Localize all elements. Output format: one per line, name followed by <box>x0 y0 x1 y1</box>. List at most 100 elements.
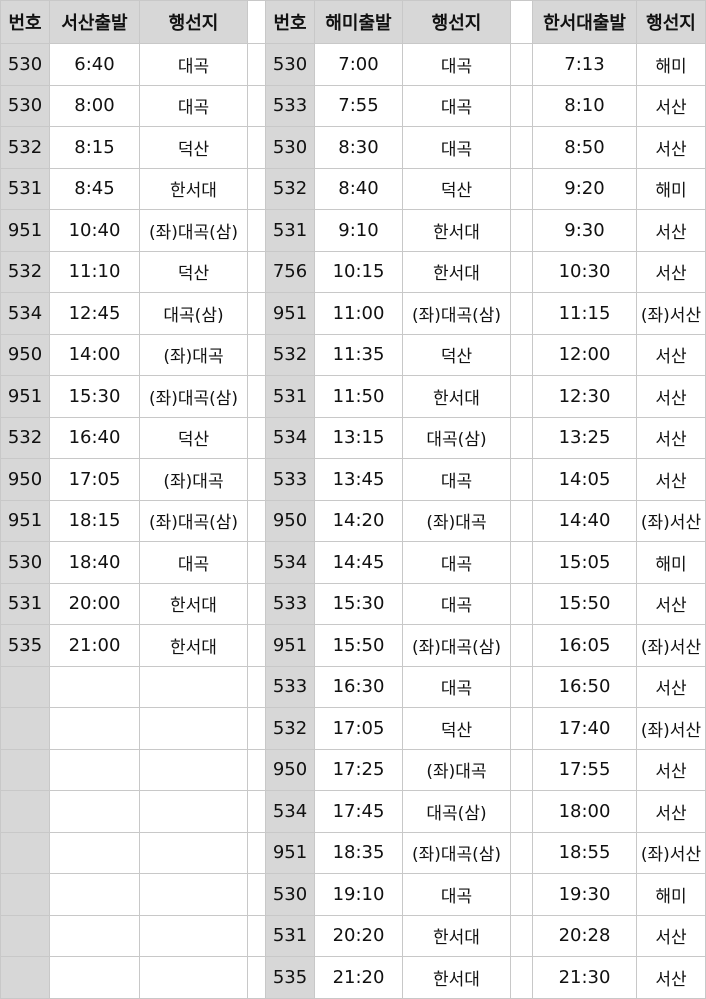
column-gap <box>247 624 266 667</box>
right-destination: 해미 <box>636 167 706 210</box>
left-destination: 덕산 <box>139 416 248 459</box>
hanseo-departure-time: 17:55 <box>532 748 637 791</box>
left-destination: (좌)대곡 <box>139 458 248 501</box>
table-row: 532 17:05 덕산 17:40 (좌)서산 <box>0 707 706 750</box>
right-destination: 서산 <box>636 126 706 169</box>
column-gap <box>510 582 533 625</box>
left-route-number <box>0 790 50 833</box>
mid-destination: 대곡 <box>402 541 511 584</box>
seosan-departure-time <box>49 956 140 999</box>
table-row: 533 16:30 대곡 16:50 서산 <box>0 665 706 708</box>
hanseo-departure-time: 11:15 <box>532 292 637 335</box>
haemi-departure-time: 17:45 <box>314 790 403 833</box>
haemi-departure-time: 11:50 <box>314 375 403 418</box>
table-row: 535 21:00 한서대 951 15:50 (좌)대곡(삼) 16:05 (좌)서산 <box>0 624 706 667</box>
hanseo-departure-time: 17:40 <box>532 707 637 750</box>
column-gap <box>510 84 533 127</box>
table-row: 530 6:40 대곡 530 7:00 대곡 7:13 해미 <box>0 43 706 86</box>
right-destination: 서산 <box>636 250 706 293</box>
right-destination: 해미 <box>636 541 706 584</box>
right-destination: 서산 <box>636 748 706 791</box>
mid-destination: 한서대 <box>402 375 511 418</box>
column-gap <box>510 209 533 252</box>
seosan-departure-time <box>49 790 140 833</box>
haemi-departure-time: 7:55 <box>314 84 403 127</box>
haemi-departure-time: 11:35 <box>314 333 403 376</box>
right-destination: (좌)서산 <box>636 624 706 667</box>
hanseo-departure-time: 21:30 <box>532 956 637 999</box>
left-destination: 덕산 <box>139 126 248 169</box>
mid-route-number: 530 <box>265 873 315 916</box>
column-gap <box>510 250 533 293</box>
mid-route-number: 530 <box>265 43 315 86</box>
hanseo-departure-time: 9:30 <box>532 209 637 252</box>
right-destination: 해미 <box>636 873 706 916</box>
table-row: 950 17:25 (좌)대곡 17:55 서산 <box>0 748 706 791</box>
mid-route-number: 950 <box>265 499 315 542</box>
left-destination <box>139 748 248 791</box>
left-route-number: 951 <box>0 499 50 542</box>
mid-route-number: 531 <box>265 209 315 252</box>
column-gap <box>247 43 266 86</box>
seosan-departure-time: 14:00 <box>49 333 140 376</box>
left-route-number: 531 <box>0 582 50 625</box>
column-gap <box>510 167 533 210</box>
column-gap <box>247 956 266 999</box>
column-gap <box>247 167 266 210</box>
right-destination: (좌)서산 <box>636 831 706 874</box>
hanseo-departure-time: 19:30 <box>532 873 637 916</box>
left-route-number <box>0 748 50 791</box>
header-right-destination: 행선지 <box>636 0 706 44</box>
left-destination: 대곡 <box>139 43 248 86</box>
haemi-departure-time: 13:15 <box>314 416 403 459</box>
mid-destination: 대곡 <box>402 84 511 127</box>
header-seosan-departure: 서산출발 <box>49 0 140 44</box>
seosan-departure-time: 16:40 <box>49 416 140 459</box>
haemi-departure-time: 20:20 <box>314 914 403 957</box>
right-destination: 서산 <box>636 790 706 833</box>
haemi-departure-time: 13:45 <box>314 458 403 501</box>
seosan-departure-time: 15:30 <box>49 375 140 418</box>
mid-route-number: 951 <box>265 624 315 667</box>
column-gap <box>247 458 266 501</box>
left-destination <box>139 790 248 833</box>
mid-route-number: 533 <box>265 84 315 127</box>
column-gap <box>510 333 533 376</box>
mid-route-number: 533 <box>265 582 315 625</box>
left-route-number <box>0 873 50 916</box>
right-destination: (좌)서산 <box>636 292 706 335</box>
mid-destination: 한서대 <box>402 250 511 293</box>
left-destination: 한서대 <box>139 582 248 625</box>
mid-route-number: 533 <box>265 665 315 708</box>
column-gap <box>510 541 533 584</box>
table-row: 530 8:00 대곡 533 7:55 대곡 8:10 서산 <box>0 84 706 127</box>
mid-destination: 덕산 <box>402 707 511 750</box>
mid-destination: (좌)대곡(삼) <box>402 292 511 335</box>
seosan-departure-time: 12:45 <box>49 292 140 335</box>
left-destination: (좌)대곡(삼) <box>139 375 248 418</box>
seosan-departure-time: 20:00 <box>49 582 140 625</box>
left-route-number <box>0 956 50 999</box>
hanseo-departure-time: 15:50 <box>532 582 637 625</box>
mid-route-number: 530 <box>265 126 315 169</box>
mid-route-number: 533 <box>265 458 315 501</box>
mid-route-number: 532 <box>265 707 315 750</box>
right-destination: 서산 <box>636 209 706 252</box>
mid-destination: 한서대 <box>402 956 511 999</box>
mid-destination: (좌)대곡(삼) <box>402 831 511 874</box>
mid-destination: (좌)대곡 <box>402 748 511 791</box>
left-route-number <box>0 914 50 957</box>
mid-destination: (좌)대곡 <box>402 499 511 542</box>
hanseo-departure-time: 15:05 <box>532 541 637 584</box>
seosan-departure-time <box>49 665 140 708</box>
hanseo-departure-time: 10:30 <box>532 250 637 293</box>
left-destination: 대곡 <box>139 84 248 127</box>
right-destination: 해미 <box>636 43 706 86</box>
mid-destination: 한서대 <box>402 209 511 252</box>
table-row: 532 8:15 덕산 530 8:30 대곡 8:50 서산 <box>0 126 706 169</box>
mid-route-number: 531 <box>265 914 315 957</box>
table-row: 950 17:05 (좌)대곡 533 13:45 대곡 14:05 서산 <box>0 458 706 501</box>
right-destination: 서산 <box>636 458 706 501</box>
haemi-departure-time: 19:10 <box>314 873 403 916</box>
